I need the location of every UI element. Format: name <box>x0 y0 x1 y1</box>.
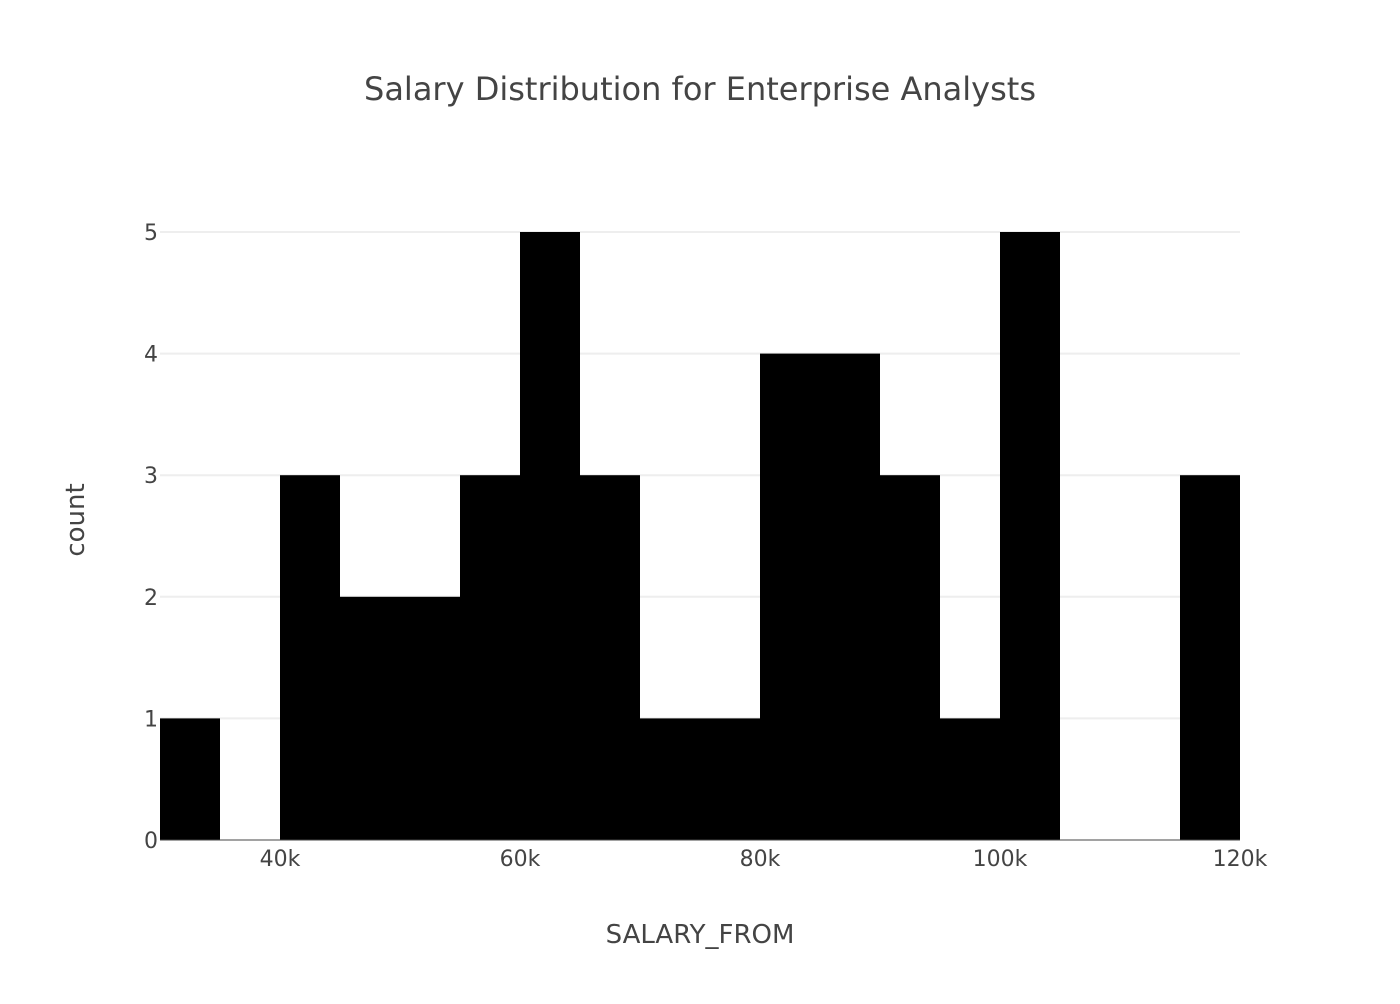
y-tick-label: 0 <box>144 829 158 854</box>
y-tick-label: 2 <box>144 586 158 611</box>
chart-title: Salary Distribution for Enterprise Analy… <box>364 70 1036 108</box>
histogram-bar <box>880 475 940 840</box>
y-tick-label: 4 <box>144 343 158 368</box>
x-tick-label: 80k <box>740 847 781 872</box>
histogram-bar <box>940 718 1000 840</box>
histogram-bar <box>640 718 700 840</box>
histogram-bar <box>400 596 460 840</box>
histogram-bar <box>520 232 580 840</box>
histogram-bars <box>160 232 1240 840</box>
histogram-bar <box>1000 232 1060 840</box>
x-tick-label: 120k <box>1213 847 1268 872</box>
histogram-bar <box>760 353 820 840</box>
histogram-bar <box>820 353 880 840</box>
histogram-bar <box>340 596 400 840</box>
x-axis-ticks: 40k 60k 80k 100k 120k <box>260 847 1268 872</box>
histogram-bar <box>700 718 760 840</box>
x-tick-label: 60k <box>500 847 541 872</box>
y-tick-label: 1 <box>144 707 158 732</box>
y-tick-label: 5 <box>144 221 158 246</box>
x-tick-label: 100k <box>973 847 1028 872</box>
histogram-bar <box>580 475 640 840</box>
y-tick-label: 3 <box>144 464 158 489</box>
histogram-bar <box>460 475 520 840</box>
y-axis-label: count <box>61 483 91 556</box>
histogram-bar <box>160 718 220 840</box>
histogram-bar <box>1180 475 1240 840</box>
x-tick-label: 40k <box>260 847 301 872</box>
histogram-bar <box>280 475 340 840</box>
y-axis-ticks: 0 1 2 3 4 5 <box>144 221 158 854</box>
x-axis-label: SALARY_FROM <box>606 920 795 950</box>
